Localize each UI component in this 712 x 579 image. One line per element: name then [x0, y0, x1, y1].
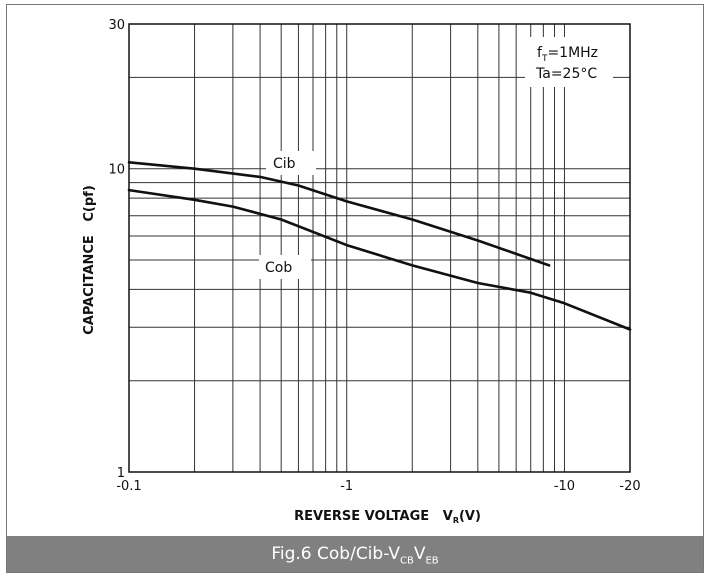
freq-main: f: [537, 45, 543, 61]
x-title-main: REVERSE VOLTAGE V: [294, 509, 453, 524]
series-layer: [127, 161, 632, 331]
x-tick-label: -0.1: [116, 479, 141, 494]
caption-sub-cb: CB: [399, 555, 414, 567]
x-title-sub: R: [453, 516, 459, 525]
y-tick-label: 30: [108, 18, 125, 33]
figure-frame: -0.1 -1 -10 -20 1 10 30 Cib Cob fT=1MHz Ta=25°…: [6, 4, 704, 573]
cib-label: Cib: [273, 156, 296, 172]
temperature-condition: Ta=25°C: [535, 66, 597, 82]
x-axis-title: REVERSE VOLTAGE VR(V): [294, 509, 481, 525]
figure-caption: Fig.6 Cob/Cib-VCBVEB: [7, 536, 703, 572]
series-cib-line: [127, 161, 551, 267]
grid: [129, 24, 630, 472]
x-title-unit: (V): [459, 509, 481, 524]
caption-prefix: Fig.6 Cob/Cib-V: [271, 544, 400, 564]
tick-labels: -0.1 -1 -10 -20 1 10 30: [108, 18, 640, 494]
capacitance-chart: -0.1 -1 -10 -20 1 10 30 Cib Cob fT=1MHz Ta=25°…: [82, 18, 641, 525]
freq-rest: =1MHz: [547, 45, 598, 61]
plot-border: [128, 23, 631, 473]
caption-sub-eb: EB: [425, 555, 439, 567]
freq-sub: T: [541, 54, 548, 64]
x-tick-label: -1: [340, 479, 353, 494]
series-cob-line: [127, 188, 632, 331]
cib-label-box: [266, 151, 316, 175]
x-tick-label: -10: [554, 479, 575, 494]
frequency-condition: fT=1MHz: [537, 45, 598, 64]
conditions-box: [525, 37, 613, 87]
x-tick-label: -20: [619, 479, 640, 494]
cob-label-box: [259, 255, 311, 279]
y-tick-label: 10: [108, 163, 125, 178]
y-axis-title: CAPACITANCE C(pf): [82, 185, 97, 335]
cob-label: Cob: [265, 260, 292, 276]
caption-mid: V: [413, 544, 426, 564]
y-tick-label: 1: [117, 466, 125, 481]
